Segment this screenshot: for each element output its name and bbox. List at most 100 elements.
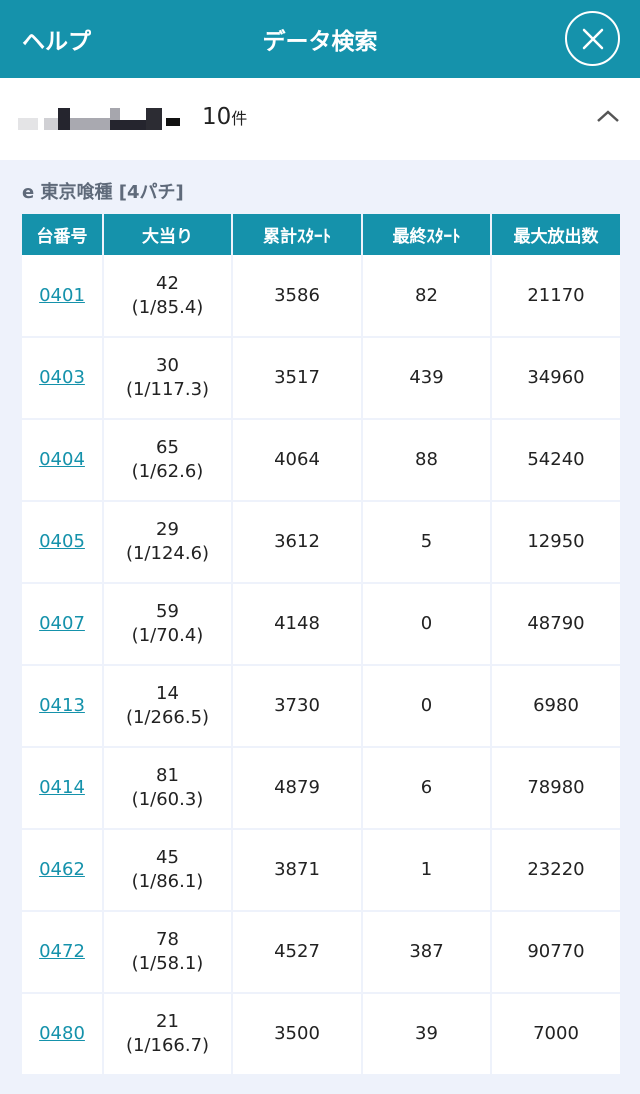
machine-number-cell: 0404 — [22, 419, 104, 502]
machine-number-link[interactable]: 0403 — [39, 367, 85, 388]
hits-cell: 30 (1/117.3) — [103, 337, 233, 420]
result-summary-bar[interactable]: 10件 — [0, 78, 640, 160]
max-payout-cell: 90770 — [491, 911, 620, 994]
table-row: 0414 81 (1/60.3) 4879 6 78980 — [22, 747, 620, 830]
max-payout-cell: 54240 — [491, 419, 620, 502]
hits-cell: 65 (1/62.6) — [103, 419, 233, 502]
machine-number-cell: 0401 — [22, 255, 104, 338]
max-payout-cell: 21170 — [491, 255, 620, 338]
table-row: 0401 42 (1/85.4) 3586 82 21170 — [22, 255, 620, 338]
hits-count: 65 — [156, 437, 179, 458]
last-start-cell: 439 — [362, 337, 492, 420]
machine-number-cell: 0462 — [22, 829, 104, 912]
help-link[interactable]: ヘルプ — [22, 29, 91, 55]
last-start-cell: 6 — [362, 747, 492, 830]
machine-number-link[interactable]: 0401 — [39, 284, 85, 306]
max-payout-cell: 78980 — [491, 747, 620, 830]
last-start-cell: 5 — [362, 501, 492, 584]
machine-number-link[interactable]: 0413 — [39, 695, 85, 716]
hit-ratio: (1/58.1) — [131, 953, 204, 974]
total-start-cell: 3586 — [232, 255, 363, 338]
max-payout-cell: 34960 — [491, 337, 620, 420]
hits-count: 14 — [156, 683, 179, 704]
hit-ratio: (1/70.4) — [131, 625, 204, 646]
machine-name: e 東京喰種 [4パチ] — [22, 182, 184, 203]
total-start-cell: 4527 — [232, 911, 363, 994]
total-start-cell: 3730 — [232, 665, 363, 748]
table-row: 0407 59 (1/70.4) 4148 0 48790 — [22, 583, 620, 666]
result-count: 10件 — [202, 104, 248, 130]
column-header: 台番号 — [22, 214, 104, 255]
total-start-cell: 3871 — [232, 829, 363, 912]
app-header: ヘルプ データ検索 — [0, 0, 640, 78]
table-row: 0472 78 (1/58.1) 4527 387 90770 — [22, 911, 620, 994]
max-payout-cell: 23220 — [491, 829, 620, 912]
hits-cell: 45 (1/86.1) — [103, 829, 233, 912]
hits-cell: 29 (1/124.6) — [103, 501, 233, 584]
machine-number-cell: 0472 — [22, 911, 104, 994]
chevron-up-icon[interactable] — [596, 108, 620, 124]
total-start-cell: 4064 — [232, 419, 363, 502]
hits-count: 78 — [156, 929, 179, 950]
machine-number-cell: 0405 — [22, 501, 104, 584]
close-button[interactable] — [565, 11, 620, 66]
last-start-cell: 1 — [362, 829, 492, 912]
machine-number-link[interactable]: 0407 — [39, 613, 85, 634]
last-start-cell: 387 — [362, 911, 492, 994]
hits-cell: 21 (1/166.7) — [103, 993, 233, 1076]
hits-cell: 78 (1/58.1) — [103, 911, 233, 994]
hits-cell: 14 (1/266.5) — [103, 665, 233, 748]
machine-number-cell: 0414 — [22, 747, 104, 830]
table-row: 0404 65 (1/62.6) 4064 88 54240 — [22, 419, 620, 502]
machine-number-link[interactable]: 0480 — [39, 1023, 85, 1044]
machine-number-link[interactable]: 0405 — [39, 531, 85, 552]
table-row: 0403 30 (1/117.3) 3517 439 34960 — [22, 337, 620, 420]
hit-ratio: (1/166.7) — [125, 1035, 210, 1056]
hit-ratio: (1/60.3) — [131, 789, 204, 810]
hit-ratio: (1/86.1) — [131, 871, 204, 892]
max-payout-cell: 6980 — [491, 665, 620, 748]
table-row: 0413 14 (1/266.5) 3730 0 6980 — [22, 665, 620, 748]
max-payout-cell: 7000 — [491, 993, 620, 1076]
machine-number-link[interactable]: 0462 — [39, 859, 85, 880]
hits-count: 42 — [156, 272, 179, 294]
hit-ratio: (1/124.6) — [125, 543, 210, 564]
hits-count: 81 — [156, 765, 179, 786]
column-header: 最終ｽﾀｰﾄ — [362, 214, 492, 255]
hits-count: 21 — [156, 1011, 179, 1032]
hit-ratio: (1/266.5) — [125, 707, 210, 728]
last-start-cell: 0 — [362, 665, 492, 748]
hit-ratio: (1/117.3) — [125, 379, 210, 400]
hits-count: 29 — [156, 519, 179, 540]
table-row: 0405 29 (1/124.6) 3612 5 12950 — [22, 501, 620, 584]
last-start-cell: 39 — [362, 993, 492, 1076]
last-start-cell: 82 — [362, 255, 492, 338]
close-icon — [582, 28, 603, 49]
hits-cell: 42 (1/85.4) — [103, 255, 233, 338]
last-start-cell: 0 — [362, 583, 492, 666]
hits-cell: 59 (1/70.4) — [103, 583, 233, 666]
hit-ratio: (1/62.6) — [131, 461, 204, 482]
machine-number-link[interactable]: 0472 — [39, 941, 85, 962]
hits-count: 45 — [156, 847, 179, 868]
column-header: 大当り — [103, 214, 233, 255]
hits-count: 30 — [156, 355, 179, 376]
max-payout-cell: 48790 — [491, 583, 620, 666]
hits-count: 59 — [156, 601, 179, 622]
last-start-cell: 88 — [362, 419, 492, 502]
total-start-cell: 3500 — [232, 993, 363, 1076]
max-payout-cell: 12950 — [491, 501, 620, 584]
machine-number-cell: 0407 — [22, 583, 104, 666]
machine-number-cell: 0403 — [22, 337, 104, 420]
table-row: 0462 45 (1/86.1) 3871 1 23220 — [22, 829, 620, 912]
hit-ratio: (1/85.4) — [131, 296, 204, 318]
total-start-cell: 3612 — [232, 501, 363, 584]
machine-number-link[interactable]: 0414 — [39, 777, 85, 798]
column-header: 最大放出数 — [491, 214, 620, 255]
machine-number-cell: 0413 — [22, 665, 104, 748]
total-start-cell: 3517 — [232, 337, 363, 420]
redacted-store-name — [18, 104, 183, 134]
machine-number-link[interactable]: 0404 — [39, 449, 85, 470]
column-header: 累計ｽﾀｰﾄ — [232, 214, 363, 255]
table-row: 0480 21 (1/166.7) 3500 39 7000 — [22, 993, 620, 1076]
